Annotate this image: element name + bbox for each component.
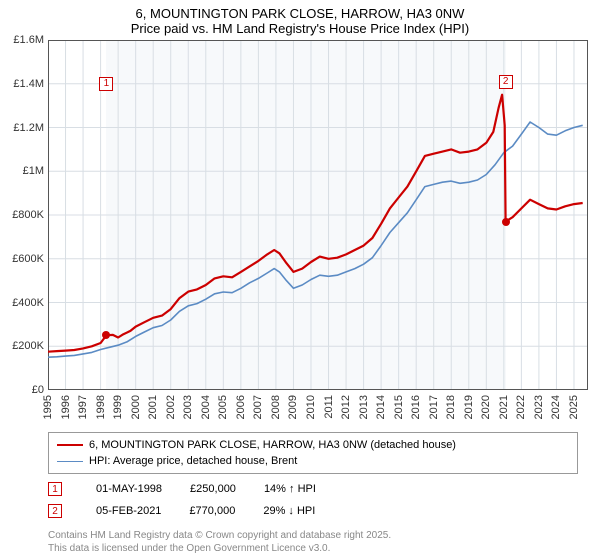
chart-container: 6, MOUNTINGTON PARK CLOSE, HARROW, HA3 0… bbox=[0, 0, 600, 560]
title-block: 6, MOUNTINGTON PARK CLOSE, HARROW, HA3 0… bbox=[0, 0, 600, 36]
x-tick-label: 2011 bbox=[323, 395, 335, 419]
x-tick-label: 2007 bbox=[252, 395, 264, 419]
y-tick-label: £400K bbox=[2, 297, 44, 309]
y-tick-label: £800K bbox=[2, 209, 44, 221]
sale-marker-1: 1 bbox=[48, 482, 62, 496]
legend-swatch-hpi bbox=[57, 461, 83, 462]
citation-block: Contains HM Land Registry data © Crown c… bbox=[48, 530, 391, 555]
y-tick-label: £1.4M bbox=[2, 78, 44, 90]
legend-label-price: 6, MOUNTINGTON PARK CLOSE, HARROW, HA3 0… bbox=[89, 439, 456, 451]
x-tick-label: 2024 bbox=[550, 395, 562, 419]
x-tick-label: 2006 bbox=[235, 395, 247, 419]
legend-box: 6, MOUNTINGTON PARK CLOSE, HARROW, HA3 0… bbox=[48, 432, 578, 474]
x-tick-label: 2022 bbox=[515, 395, 527, 419]
sale-date-2: 05-FEB-2021 bbox=[96, 505, 161, 517]
sale-delta-2: 29% ↓ HPI bbox=[263, 505, 315, 517]
subtitle: Price paid vs. HM Land Registry's House … bbox=[0, 21, 600, 36]
plot-svg bbox=[48, 40, 588, 390]
plot-sale-marker: 2 bbox=[499, 75, 513, 89]
y-tick-label: £600K bbox=[2, 253, 44, 265]
x-tick-label: 2021 bbox=[498, 395, 510, 419]
legend-row-hpi: HPI: Average price, detached house, Bren… bbox=[57, 453, 569, 469]
chart-area: £0£200K£400K£600K£800K£1M£1.2M£1.4M£1.6M… bbox=[0, 40, 600, 422]
y-tick-label: £200K bbox=[2, 340, 44, 352]
sale-point bbox=[502, 218, 510, 226]
x-tick-label: 1995 bbox=[42, 395, 54, 419]
y-tick-label: £1M bbox=[2, 165, 44, 177]
address-title: 6, MOUNTINGTON PARK CLOSE, HARROW, HA3 0… bbox=[0, 6, 600, 21]
x-tick-label: 2000 bbox=[130, 395, 142, 419]
sale-marker-2: 2 bbox=[48, 504, 62, 518]
x-tick-label: 2009 bbox=[287, 395, 299, 419]
citation-line-2: This data is licensed under the Open Gov… bbox=[48, 543, 391, 556]
x-tick-label: 2023 bbox=[533, 395, 545, 419]
citation-line-1: Contains HM Land Registry data © Crown c… bbox=[48, 530, 391, 543]
x-tick-label: 2019 bbox=[463, 395, 475, 419]
x-tick-label: 2020 bbox=[480, 395, 492, 419]
x-tick-label: 2014 bbox=[375, 395, 387, 419]
x-tick-label: 2005 bbox=[217, 395, 229, 419]
sale-row-1: 1 01-MAY-1998 £250,000 14% ↑ HPI bbox=[48, 480, 316, 498]
sale-date-1: 01-MAY-1998 bbox=[96, 483, 162, 495]
sale-price-2: £770,000 bbox=[189, 505, 235, 517]
y-tick-label: £1.2M bbox=[2, 122, 44, 134]
x-tick-label: 2004 bbox=[200, 395, 212, 419]
legend-swatch-price bbox=[57, 444, 83, 446]
x-tick-label: 2010 bbox=[305, 395, 317, 419]
x-tick-label: 2018 bbox=[445, 395, 457, 419]
legend-label-hpi: HPI: Average price, detached house, Bren… bbox=[89, 455, 297, 467]
x-tick-label: 2001 bbox=[147, 395, 159, 419]
x-tick-label: 2008 bbox=[270, 395, 282, 419]
x-tick-label: 1998 bbox=[95, 395, 107, 419]
sale-delta-1: 14% ↑ HPI bbox=[264, 483, 316, 495]
sale-row-2: 2 05-FEB-2021 £770,000 29% ↓ HPI bbox=[48, 502, 315, 520]
x-tick-label: 2012 bbox=[340, 395, 352, 419]
legend-row-price: 6, MOUNTINGTON PARK CLOSE, HARROW, HA3 0… bbox=[57, 437, 569, 453]
x-tick-label: 1997 bbox=[77, 395, 89, 419]
sale-price-1: £250,000 bbox=[190, 483, 236, 495]
x-tick-label: 2025 bbox=[568, 395, 580, 419]
x-tick-label: 2016 bbox=[410, 395, 422, 419]
x-tick-label: 1996 bbox=[60, 395, 72, 419]
x-tick-label: 2015 bbox=[393, 395, 405, 419]
x-tick-label: 2002 bbox=[165, 395, 177, 419]
y-tick-label: £0 bbox=[2, 384, 44, 396]
sale-point bbox=[102, 331, 110, 339]
x-tick-label: 2003 bbox=[182, 395, 194, 419]
plot-sale-marker: 1 bbox=[99, 77, 113, 91]
x-tick-label: 2013 bbox=[358, 395, 370, 419]
x-tick-label: 2017 bbox=[428, 395, 440, 419]
y-tick-label: £1.6M bbox=[2, 34, 44, 46]
x-tick-label: 1999 bbox=[112, 395, 124, 419]
